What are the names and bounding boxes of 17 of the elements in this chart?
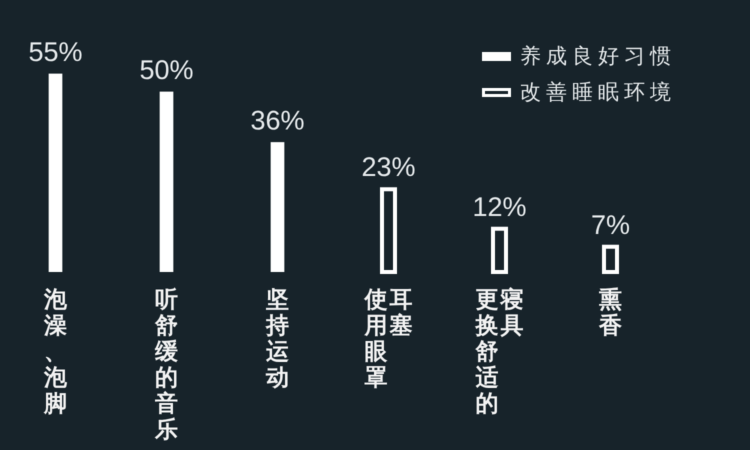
- bar: [270, 142, 284, 272]
- bar: [48, 74, 62, 272]
- category-label: 更换舒适的寝具: [476, 287, 524, 417]
- data-label: 55%: [28, 37, 83, 67]
- bar: [160, 92, 174, 272]
- data-label: 23%: [361, 152, 416, 182]
- x-tick-label: 坚持运动: [265, 287, 290, 391]
- category-label: 使用眼罩耳塞: [364, 287, 412, 391]
- data-label: 12%: [472, 192, 527, 222]
- data-label: 7%: [590, 210, 630, 240]
- x-tick-label: 听舒缓的音乐: [154, 287, 179, 443]
- data-label: 50%: [139, 55, 194, 85]
- legend-label: 养成良好习惯: [520, 44, 676, 68]
- x-tick-label: 泡澡、泡脚: [43, 287, 68, 417]
- x-tick-label: 熏香: [598, 287, 623, 339]
- data-label: 36%: [250, 105, 305, 136]
- legend-label: 改善睡眠环境: [520, 80, 676, 104]
